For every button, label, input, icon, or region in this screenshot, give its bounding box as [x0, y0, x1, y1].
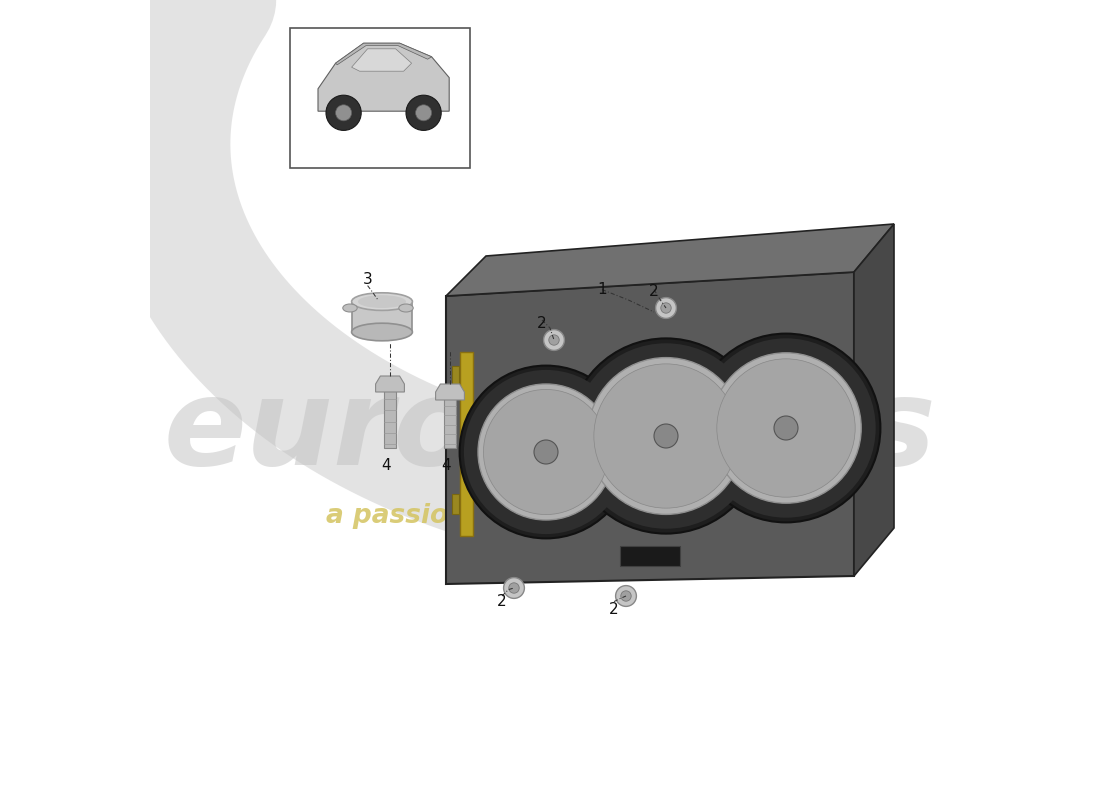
Circle shape [587, 358, 745, 514]
Circle shape [711, 353, 861, 503]
FancyBboxPatch shape [452, 494, 459, 514]
Polygon shape [436, 384, 464, 400]
Circle shape [594, 364, 738, 508]
Polygon shape [446, 224, 894, 296]
Circle shape [616, 586, 637, 606]
Polygon shape [352, 302, 412, 332]
Circle shape [478, 384, 614, 520]
Circle shape [717, 359, 855, 497]
Circle shape [326, 95, 361, 130]
Ellipse shape [352, 323, 412, 341]
Polygon shape [375, 376, 405, 392]
Circle shape [406, 95, 441, 130]
FancyBboxPatch shape [620, 546, 680, 566]
Circle shape [661, 302, 671, 314]
Circle shape [549, 335, 559, 346]
Circle shape [504, 578, 525, 598]
Circle shape [656, 298, 676, 318]
Circle shape [573, 343, 759, 529]
Circle shape [460, 366, 632, 538]
Polygon shape [318, 43, 449, 111]
Circle shape [336, 105, 352, 121]
FancyBboxPatch shape [452, 366, 459, 386]
Text: 2: 2 [497, 594, 507, 609]
Circle shape [696, 338, 876, 518]
Text: 2: 2 [649, 285, 659, 299]
Text: 4: 4 [441, 458, 451, 473]
Text: 1: 1 [597, 282, 607, 297]
Text: 2: 2 [609, 602, 619, 617]
Polygon shape [384, 382, 396, 448]
Circle shape [464, 370, 628, 534]
Circle shape [509, 582, 519, 594]
Circle shape [543, 330, 564, 350]
Circle shape [534, 440, 558, 464]
Ellipse shape [399, 304, 414, 312]
Polygon shape [446, 272, 854, 584]
Ellipse shape [352, 293, 412, 310]
Ellipse shape [343, 304, 358, 312]
Polygon shape [461, 352, 473, 536]
Text: 3: 3 [363, 273, 373, 287]
Text: 4: 4 [382, 458, 390, 473]
Circle shape [774, 416, 798, 440]
Circle shape [416, 105, 431, 121]
Ellipse shape [358, 295, 406, 308]
Circle shape [483, 390, 608, 514]
Polygon shape [336, 43, 431, 65]
Circle shape [569, 338, 763, 534]
Text: 2: 2 [537, 317, 547, 331]
Circle shape [654, 424, 678, 448]
Circle shape [620, 590, 631, 602]
Polygon shape [444, 390, 455, 448]
Circle shape [692, 334, 880, 522]
Polygon shape [854, 224, 894, 576]
Polygon shape [352, 49, 411, 71]
Text: a passion for parts since 1985: a passion for parts since 1985 [326, 503, 774, 529]
FancyBboxPatch shape [290, 28, 470, 168]
Text: eurospares: eurospares [164, 374, 936, 490]
